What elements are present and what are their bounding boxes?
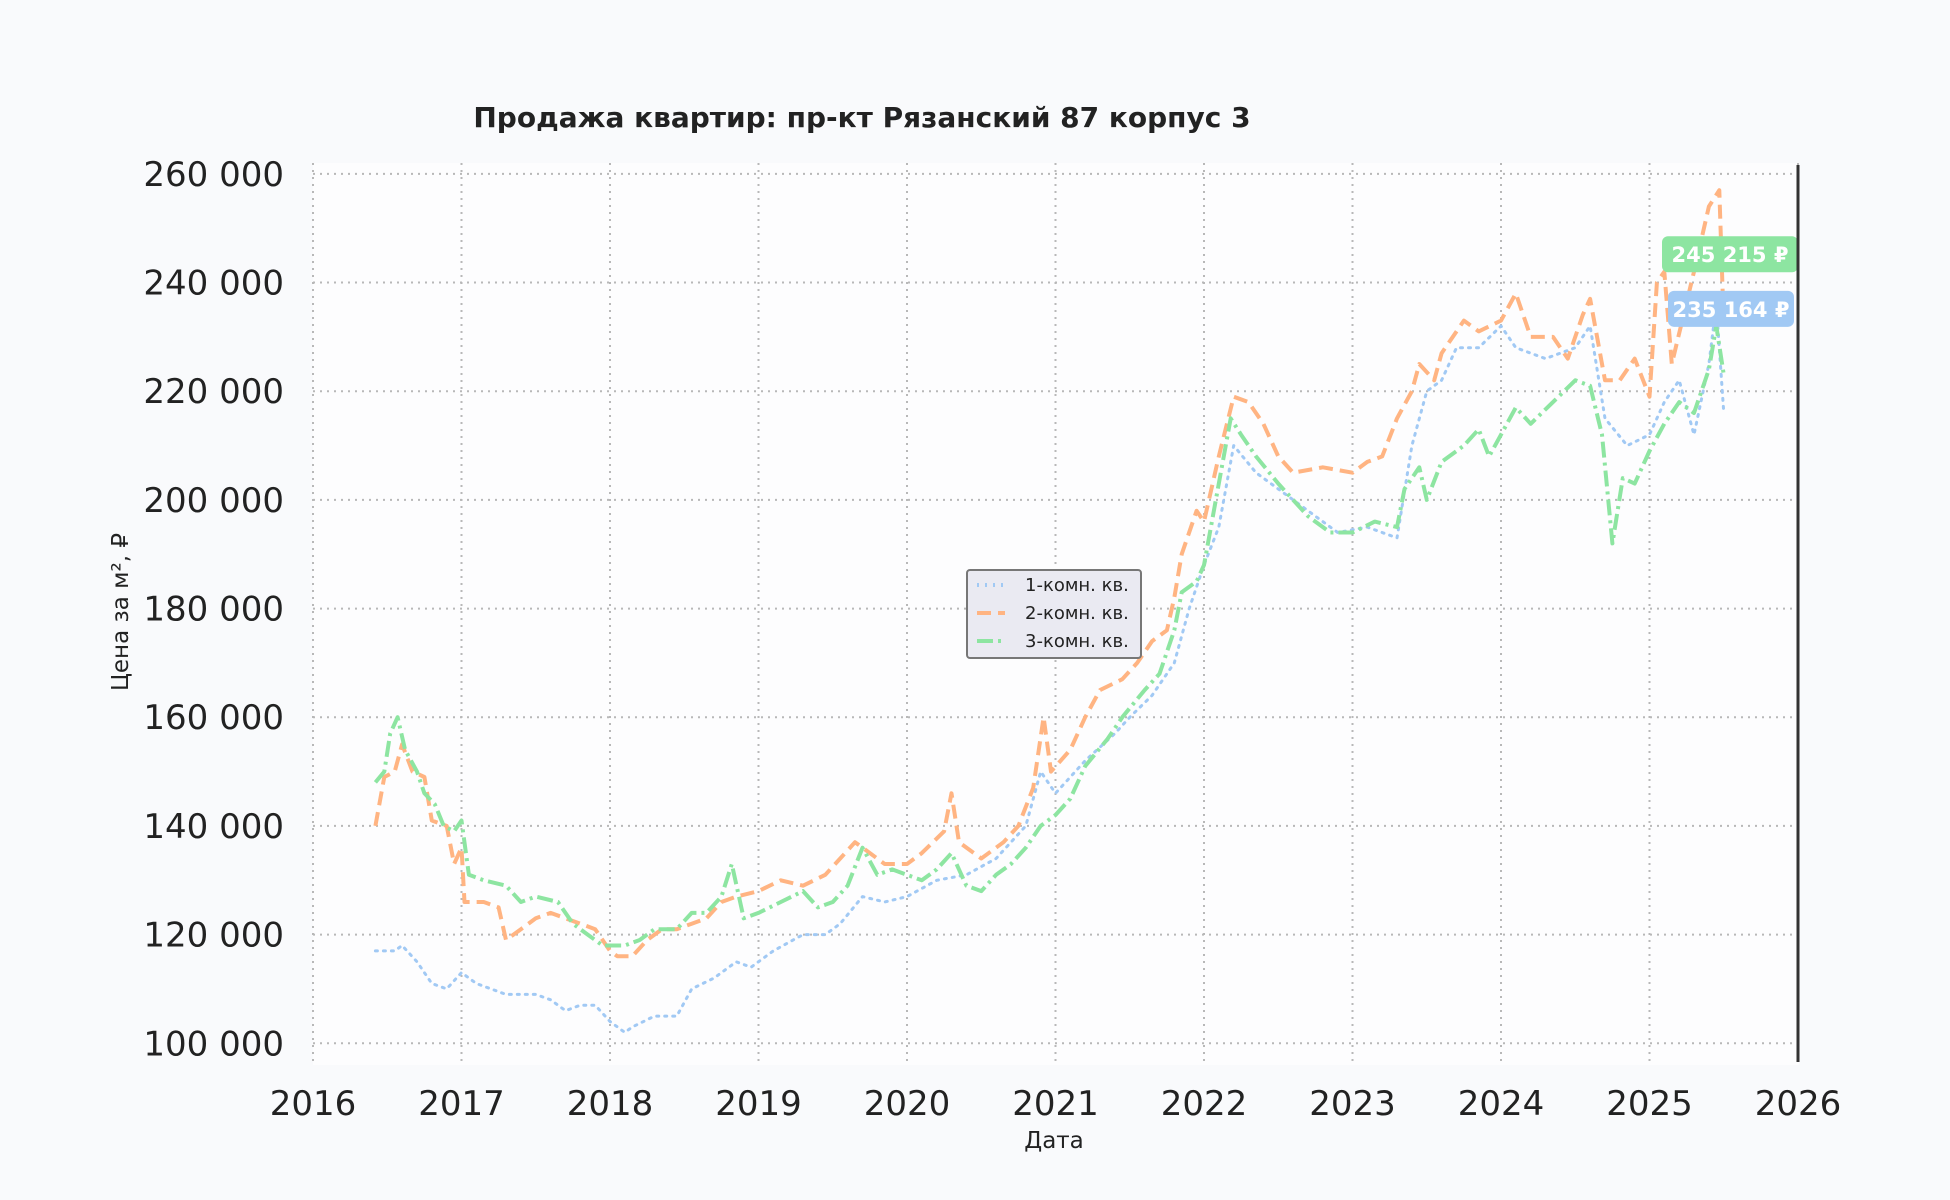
value-badge-text: 245 215 ₽ — [1672, 243, 1789, 267]
series-line-2 — [373, 188, 1726, 959]
y-tick-label: 260 000 — [143, 155, 284, 195]
value-badge — [1662, 236, 1798, 273]
y-tick-label: 100 000 — [143, 1024, 284, 1064]
x-tick-labels: 2016 2017 2018 2019 2020 2021 2022 2023 2024 2025… — [270, 1084, 1842, 1124]
x-tick-label: 2017 — [418, 1084, 505, 1124]
legend: 1-комн. кв. 2-комн. кв. 3-комн. кв. — [966, 569, 1142, 659]
legend-label: 3-комн. кв. — [1025, 631, 1129, 652]
x-tick-label: 2023 — [1309, 1084, 1396, 1124]
y-tick-label: 120 000 — [143, 916, 284, 956]
legend-box — [966, 569, 1142, 659]
x-tick-label: 2019 — [715, 1084, 802, 1124]
x-tick-label: 2016 — [270, 1084, 357, 1124]
series-lines — [373, 188, 1726, 1034]
x-tick-label: 2020 — [864, 1084, 951, 1124]
x-tick-label: 2018 — [567, 1084, 654, 1124]
y-tick-label: 200 000 — [143, 481, 284, 521]
y-axis-label: Цена за м², ₽ — [108, 533, 134, 691]
value-badge — [1668, 290, 1794, 327]
series-line-1 — [373, 302, 1726, 1034]
y-tick-label: 140 000 — [143, 807, 284, 847]
y-tick-label: 160 000 — [143, 698, 284, 738]
y-tick-label: 180 000 — [143, 590, 284, 630]
legend-label: 2-комн. кв. — [1025, 603, 1129, 624]
series-line-3 — [373, 324, 1726, 948]
x-tick-label: 2022 — [1161, 1084, 1248, 1124]
x-axis-label: Дата — [1024, 1128, 1084, 1154]
y-tick-label: 220 000 — [143, 372, 284, 412]
x-tick-label: 2026 — [1755, 1084, 1842, 1124]
y-tick-labels: 100 000 120 000 140 000 160 000 180 000 200 0… — [143, 155, 284, 1064]
value-badge-text: 235 164 ₽ — [1673, 298, 1790, 322]
y-tick-label: 240 000 — [143, 264, 284, 304]
legend-label: 1-комн. кв. — [1025, 575, 1129, 596]
chart-title: Продажа квартир: пр-кт Рязанский 87 корп… — [473, 101, 1250, 134]
x-tick-label: 2024 — [1458, 1084, 1545, 1124]
x-tick-label: 2025 — [1606, 1084, 1693, 1124]
value-badges: 245 215 ₽ 235 164 ₽ — [1662, 236, 1798, 327]
x-tick-label: 2021 — [1012, 1084, 1099, 1124]
